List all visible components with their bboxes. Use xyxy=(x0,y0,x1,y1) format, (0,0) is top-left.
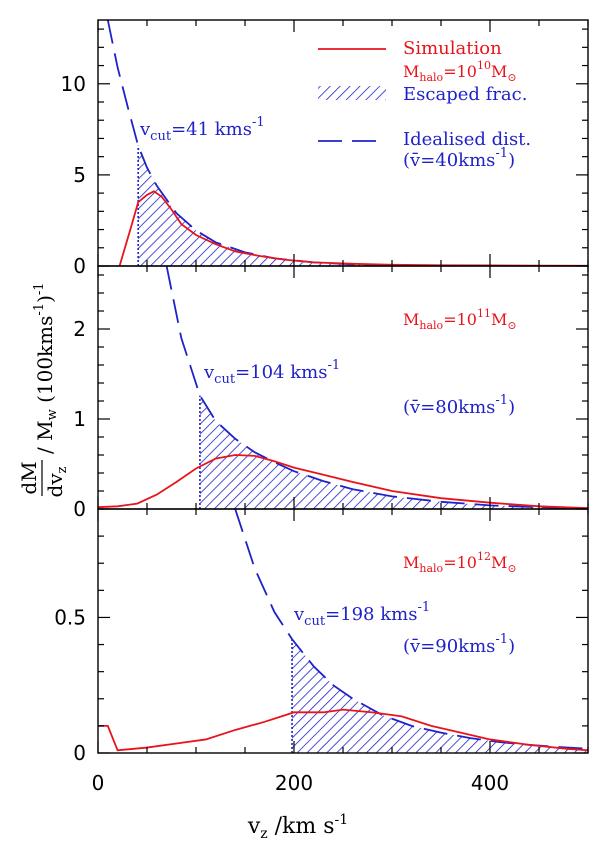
svg-text:/ Mw (100kms-1)-1: / Mw (100kms-1)-1 xyxy=(32,282,60,454)
mhalo-label-middle: Mhalo=1011M⊙ xyxy=(403,307,517,332)
x-tick-label: 400 xyxy=(471,771,509,795)
simulation-line-middle xyxy=(98,454,588,509)
svg-text:dvz: dvz xyxy=(43,466,70,497)
vcut-label-top: vcut=41 kms-1 xyxy=(139,115,265,144)
escaped-fraction-bottom xyxy=(292,639,588,753)
legend-mhalo-top: Mhalo=1010M⊙ xyxy=(403,59,517,84)
plot-area-bottom xyxy=(98,509,588,753)
legend: Simulation Mhalo=1010M⊙ Escaped frac. Id… xyxy=(318,38,531,150)
legend-idealised-label: Idealised dist. xyxy=(403,129,531,150)
legend-simulation-label: Simulation xyxy=(403,38,502,59)
panel-bottom: 0 0.5 0 200 400 vcut=198 kms-1 (v̄=90kms-1) Mha… xyxy=(54,508,589,795)
panel-top: 0 5 10 vcut=41 kms-1 (v̄=40kms-1) xyxy=(61,19,589,278)
simulation-line-top xyxy=(118,190,588,266)
y-tick-label-bottom: 0 xyxy=(73,741,86,765)
escaped-fraction-top xyxy=(138,145,588,266)
vbar-label-bottom: (v̄=90kms-1) xyxy=(403,632,515,657)
y-tick-label-middle: 0 xyxy=(73,497,86,521)
idealised-line-middle xyxy=(165,266,588,509)
svg-text:vz /km s-1: vz /km s-1 xyxy=(247,812,348,842)
vcut-label-bottom: vcut=198 kms-1 xyxy=(293,600,430,629)
y-tick-label-top: 0 xyxy=(73,254,86,278)
x-tick-label: 0 xyxy=(92,771,105,795)
axes-frame-middle xyxy=(97,265,589,510)
x-tick-label: 200 xyxy=(275,771,313,795)
vbar-label-top: (v̄=40kms-1) xyxy=(403,146,515,171)
y-tick-label-bottom: 0.5 xyxy=(54,605,86,629)
panel-middle: 0 1 2 vcut=104 kms-1 (v̄=80kms-1) Mhalo=1011M… xyxy=(73,265,589,521)
escaped-fraction-middle xyxy=(199,395,588,509)
vcut-label-middle: vcut=104 kms-1 xyxy=(203,358,340,387)
y-axis-label: dM dvz / Mw (100kms-1)-1 xyxy=(17,282,70,497)
legend-escaped-label: Escaped frac. xyxy=(403,84,527,105)
y-tick-label-top: 5 xyxy=(73,163,86,187)
svg-text:dM: dM xyxy=(17,461,41,494)
vbar-label-middle: (v̄=80kms-1) xyxy=(403,393,515,418)
y-tick-label-middle: 1 xyxy=(73,407,86,431)
legend-escaped-swatch xyxy=(318,86,386,100)
mhalo-label-bottom: Mhalo=1012M⊙ xyxy=(403,550,517,575)
y-tick-label-top: 10 xyxy=(61,72,86,96)
idealised-line-bottom xyxy=(234,509,588,750)
plot-area-middle xyxy=(98,266,588,509)
x-axis-label: vz /km s-1 xyxy=(247,812,348,842)
y-tick-label-middle: 2 xyxy=(73,317,86,341)
